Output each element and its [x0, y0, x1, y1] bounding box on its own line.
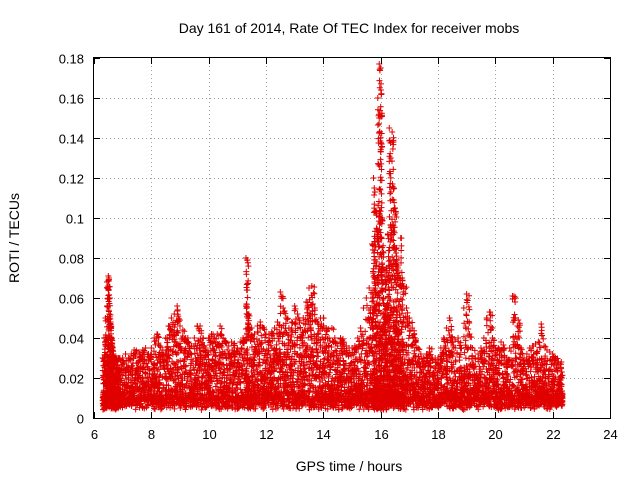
data-point: [377, 174, 384, 181]
data-point: [109, 347, 116, 354]
data-point: [323, 328, 330, 335]
data-point: [179, 327, 186, 333]
data-point: [107, 334, 114, 341]
data-point: [374, 95, 381, 101]
data-point: [377, 80, 384, 87]
data-point: [106, 291, 113, 298]
data-point: [370, 175, 377, 181]
data-point: [106, 310, 113, 317]
data-point: [106, 276, 113, 283]
data-point: [378, 91, 385, 98]
data-point: [371, 185, 378, 192]
data-point: [181, 328, 188, 335]
data-point: [105, 286, 112, 293]
data-point: [148, 345, 155, 351]
data-point: [371, 201, 378, 208]
data-point: [243, 281, 250, 288]
data-point: [371, 192, 378, 199]
data-point: [105, 292, 112, 299]
data-point: [243, 271, 250, 278]
data-point: [106, 295, 113, 301]
data-point: [375, 198, 382, 205]
data-point: [123, 364, 130, 371]
data-point: [113, 362, 120, 369]
data-point: [131, 377, 138, 384]
data-point: [122, 351, 129, 357]
data-point: [387, 150, 394, 157]
data-point: [326, 335, 333, 341]
data-point: [378, 199, 385, 206]
data-point: [243, 304, 250, 311]
data-point: [378, 177, 385, 184]
data-point: [106, 283, 113, 290]
data-point: [119, 359, 126, 366]
data-point: [156, 343, 163, 349]
data-point: [256, 362, 263, 369]
data-point: [294, 311, 301, 317]
data-point: [222, 339, 229, 345]
data-point: [197, 323, 204, 329]
data-point: [379, 260, 386, 267]
data-point: [128, 362, 135, 369]
data-point: [119, 372, 126, 379]
data-point: [217, 323, 224, 329]
data-point: [119, 386, 126, 393]
data-point: [374, 122, 381, 128]
data-point: [108, 325, 115, 331]
data-point: [377, 103, 384, 110]
data-point: [106, 313, 113, 320]
data-point: [245, 263, 252, 270]
data-point: [109, 342, 116, 349]
data-point: [218, 325, 225, 332]
data-point: [280, 309, 287, 316]
data-point: [125, 376, 132, 383]
data-point: [106, 302, 113, 309]
chart-title: Day 161 of 2014, Rate Of TEC Index for r…: [179, 20, 520, 36]
data-point: [114, 361, 121, 368]
data-point: [200, 335, 207, 342]
data-point: [116, 366, 123, 373]
data-point: [389, 129, 396, 135]
data-point: [284, 316, 291, 323]
data-point: [386, 184, 393, 191]
data-point: [363, 295, 370, 301]
data-point: [386, 125, 393, 131]
data-points: [99, 61, 566, 413]
data-point: [320, 315, 327, 322]
data-point: [119, 393, 126, 400]
data-point: [120, 365, 127, 372]
data-point: [122, 369, 129, 376]
data-point: [387, 174, 394, 181]
data-point: [370, 268, 377, 275]
data-point: [244, 280, 251, 287]
data-point: [212, 383, 219, 390]
data-point: [244, 294, 251, 301]
data-point: [174, 306, 181, 313]
data-point: [101, 346, 108, 353]
data-point: [390, 196, 397, 203]
